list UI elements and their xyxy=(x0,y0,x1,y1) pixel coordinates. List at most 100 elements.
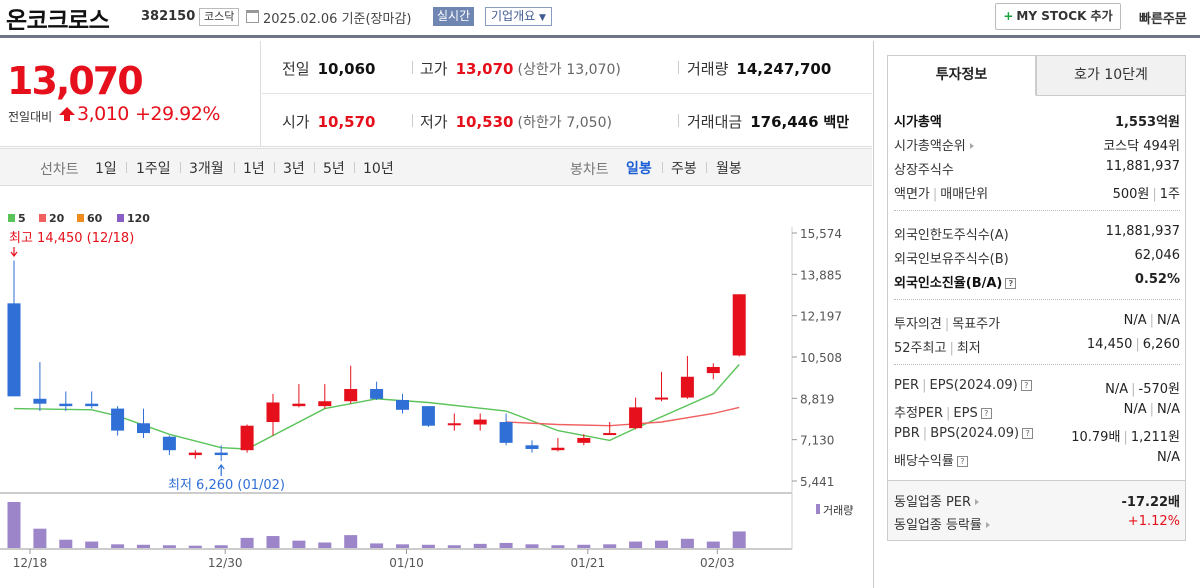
volume-bar xyxy=(603,544,617,548)
candle-weekly[interactable]: 주봉 xyxy=(671,161,697,177)
candle-monthly[interactable]: 월봉 xyxy=(716,161,742,177)
week52-row: 52주최고 | 최저 14,450 | 6,260 xyxy=(894,337,1180,356)
legend-swatch xyxy=(39,214,46,222)
volume-bar xyxy=(577,544,591,548)
low-price: 저가 10,530 (하한가 7,050) xyxy=(420,113,612,131)
ma20-line xyxy=(506,406,740,427)
caret-right-icon xyxy=(985,522,990,528)
est-per-row: 추정PER | EPS? N/A | N/A xyxy=(894,402,1180,421)
volume-bar xyxy=(732,531,746,548)
investment-info-panel: 시가총액 1,553억원 시가총액순위 코스닥 494위 상장주식수 11,881,9… xyxy=(887,95,1186,541)
help-icon[interactable]: ? xyxy=(956,456,968,467)
period-5y[interactable]: 5년 xyxy=(323,161,345,177)
period-10y[interactable]: 10년 xyxy=(363,161,394,177)
candle-body xyxy=(396,400,409,410)
market-cap-row: 시가총액 1,553억원 xyxy=(894,115,1180,130)
candle-body xyxy=(370,389,384,399)
caret-right-icon xyxy=(975,499,980,505)
quote-row-2: 시가 10,570 저가 10,530 (하한가 7,050) 거래대금 176,446… xyxy=(262,94,872,147)
help-icon[interactable]: ? xyxy=(1022,428,1034,439)
volume-bar xyxy=(162,545,176,548)
period-1y[interactable]: 1년 xyxy=(243,161,265,177)
per-eps-row: PER | EPS(2024.09)? N/A | -570원 xyxy=(894,378,1180,397)
quick-order-link[interactable]: 빠른주문 xyxy=(1139,12,1187,27)
candle-body xyxy=(188,452,202,456)
candle-daily[interactable]: 일봉 xyxy=(626,161,652,177)
current-price-box: 13,070 전일대비 3,010 +29.92% xyxy=(0,41,261,147)
sector-change-row[interactable]: 동일업종 등락률 +1.12% xyxy=(894,514,1180,533)
volume-bar xyxy=(344,535,358,548)
high-price: 고가 13,070 (상한가 13,070) xyxy=(420,60,621,78)
tab-investment-info[interactable]: 투자정보 xyxy=(887,55,1036,96)
opinion-row: 투자의견 | 목표주가 N/A | N/A xyxy=(894,313,1180,332)
help-icon[interactable]: ? xyxy=(980,408,992,419)
foreign-ratio-row: 외국인소진율(B/A)? 0.52% xyxy=(894,272,1180,291)
y-tick-label: 8,819 xyxy=(800,392,834,406)
candle-chart-label: 봉차트 xyxy=(570,162,609,178)
help-icon[interactable]: ? xyxy=(1005,278,1017,289)
dividend-row: 배당수익률? N/A xyxy=(894,450,1180,469)
high-annotation: 최고 14,450 (12/18) xyxy=(9,231,134,246)
volume-bar xyxy=(706,541,720,548)
volume-bar xyxy=(188,545,202,548)
legend-swatch xyxy=(8,214,15,222)
company-overview-label: 기업개요 xyxy=(491,9,536,23)
candle-body xyxy=(732,294,746,356)
volume-bar xyxy=(421,544,435,548)
plus-icon: + xyxy=(1003,9,1014,23)
par-value-row: 액면가 | 매매단위 500원 | 1주 xyxy=(894,187,1180,202)
volume-bar xyxy=(680,538,694,548)
change-value: 3,010 xyxy=(77,103,129,125)
period-3m[interactable]: 3개월 xyxy=(189,161,224,177)
shares-row: 상장주식수 11,881,937 xyxy=(894,159,1180,178)
candle-body xyxy=(551,447,565,451)
legend-label: 120 xyxy=(127,212,150,225)
volume-legend-label: 거래량 xyxy=(823,504,853,517)
candle-body xyxy=(680,376,694,398)
y-tick-label: 10,508 xyxy=(800,351,842,365)
candle-body xyxy=(473,419,487,425)
volume-bar xyxy=(629,541,643,548)
candle-body xyxy=(85,403,99,407)
x-tick-label: 12/18 xyxy=(13,556,48,570)
y-tick-label: 15,574 xyxy=(800,227,842,241)
volume-bar xyxy=(137,544,150,548)
sector-info: 동일업종 PER -17.22배 동일업종 등락률 +1.12% xyxy=(887,480,1186,541)
candle-body xyxy=(111,408,125,431)
help-icon[interactable]: ? xyxy=(1020,380,1032,391)
change-percent: +29.92% xyxy=(135,103,220,125)
add-mystock-button[interactable]: + MY STOCK 추가 xyxy=(995,3,1121,30)
chart-period-bar: 선차트 1일 1주일 3개월 1년 3년 5년 10년 봉차트 일봉 주봉 월봉 xyxy=(0,148,872,186)
period-1w[interactable]: 1주일 xyxy=(136,161,171,177)
candle-body xyxy=(7,303,21,397)
candle-body xyxy=(59,403,73,407)
volume-bar xyxy=(551,545,565,548)
high-arrow xyxy=(10,247,18,257)
period-3y[interactable]: 3년 xyxy=(283,161,305,177)
realtime-button[interactable]: 실시간 xyxy=(433,7,475,26)
company-overview-dropdown[interactable]: 기업개요 ▼ xyxy=(485,7,552,26)
low-arrow xyxy=(217,464,225,476)
trade-amount: 거래대금 176,446 백만 xyxy=(687,113,850,131)
volume-bar xyxy=(473,543,487,548)
foreign-limit-row: 외국인한도주식수(A) 11,881,937 xyxy=(894,224,1180,243)
volume-bar xyxy=(292,540,306,548)
period-1d[interactable]: 1일 xyxy=(95,161,117,177)
tab-orderbook-10[interactable]: 호가 10단계 xyxy=(1036,55,1186,96)
current-price: 13,070 xyxy=(7,59,144,103)
sector-per-row[interactable]: 동일업종 PER -17.22배 xyxy=(894,495,1180,510)
volume-bar xyxy=(655,540,668,548)
candle-body xyxy=(344,389,358,402)
volume-bar xyxy=(33,528,47,548)
market-cap-rank-row[interactable]: 시가총액순위 코스닥 494위 xyxy=(894,139,1180,154)
line-chart-label: 선차트 xyxy=(40,162,79,178)
y-tick-label: 5,441 xyxy=(800,475,834,489)
volume-bar xyxy=(525,544,539,548)
up-arrow-icon xyxy=(59,107,75,121)
volume-bar xyxy=(370,543,384,548)
legend-label: 20 xyxy=(49,212,65,225)
candle-body xyxy=(629,407,643,429)
quote-row-1: 전일 10,060 고가 13,070 (상한가 13,070) 거래량 14,247,… xyxy=(262,41,872,94)
company-name: 온코크로스 xyxy=(6,8,110,34)
candlestick-chart: 5 20 60 120 15,574 13,885 12,197 10,508 8,819 7,… xyxy=(0,212,853,570)
